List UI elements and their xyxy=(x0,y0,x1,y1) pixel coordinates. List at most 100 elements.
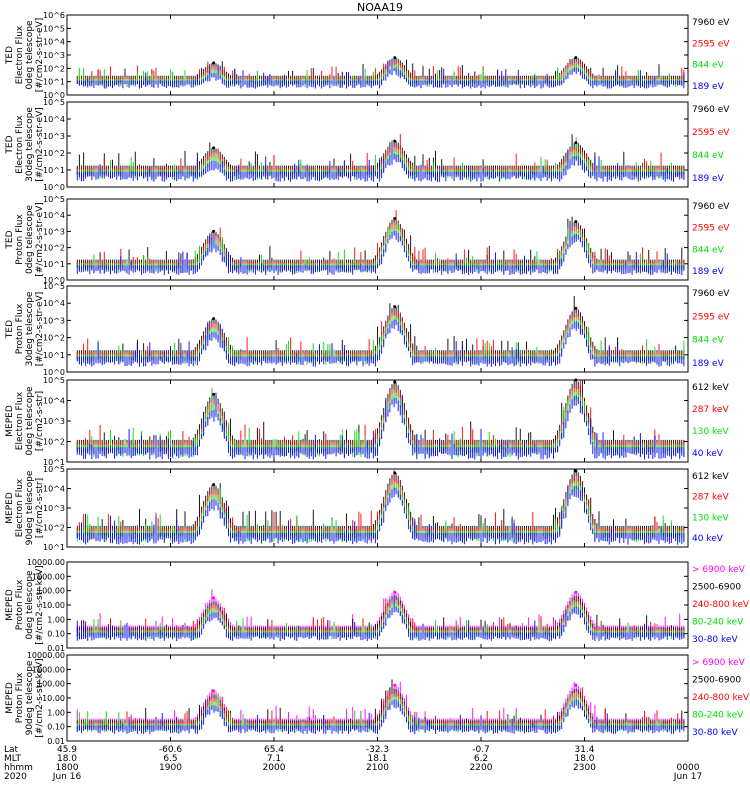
peak-point xyxy=(212,229,216,233)
y-tick-label: 10^0 xyxy=(43,276,65,285)
y-axis-label-line: [#/cm2-s-str] xyxy=(35,391,45,451)
y-tick-label: 10.00 xyxy=(42,694,65,703)
series-trace xyxy=(76,595,685,642)
x-tick-label: 45.9 xyxy=(57,745,77,755)
y-axis-label-line: 30deg telescope xyxy=(25,107,35,182)
y-axis-label: TEDProton Flux30deg telescope[#/cm2-s-st… xyxy=(5,291,45,366)
x-row-label: MLT xyxy=(4,754,22,764)
y-axis-label: MEPEDProton Flux0deg telescope[#/cm2-s-s… xyxy=(5,565,45,644)
series-trace xyxy=(76,319,685,367)
x-tick-label: -60.6 xyxy=(159,745,183,755)
y-tick-label: 100.00 xyxy=(37,680,65,689)
legend-entry: 30-80 keV xyxy=(692,728,738,738)
legend-entry: > 6900 keV xyxy=(692,658,746,668)
y-tick-label: 10^3 xyxy=(43,227,65,236)
y-axis-label-line: Electron Flux xyxy=(15,115,25,174)
x-row-label: hhmm xyxy=(4,763,33,773)
y-axis-label-line: 90deg telescope xyxy=(25,470,35,545)
peak-point xyxy=(212,317,216,321)
y-axis-label-line: 0deg telescope xyxy=(25,386,35,456)
x-tick-label: Jun 16 xyxy=(52,772,82,782)
peak-point xyxy=(574,590,578,594)
y-axis-label-line: TED xyxy=(5,320,15,339)
y-axis-label-line: MEPED xyxy=(5,405,15,437)
y-tick-label: 10^3 xyxy=(43,417,65,426)
x-tick-label: 31.4 xyxy=(574,745,594,755)
legend-entry: 2500-6900 xyxy=(692,583,741,593)
legend-entry: 844 eV xyxy=(692,61,725,71)
legend-entry: 7960 eV xyxy=(692,289,730,299)
panel-7: 0.010.101.0010.00100.001000.0010000.00ME… xyxy=(5,558,750,653)
legend-entry: 2595 eV xyxy=(692,128,730,138)
peak-point xyxy=(393,305,397,309)
peak-point xyxy=(212,146,216,150)
x-tick-label: 2100 xyxy=(366,763,389,773)
y-axis-label-line: TED xyxy=(5,230,15,249)
legend-entry: 612 keV xyxy=(692,383,729,393)
x-tick-label: 2200 xyxy=(470,763,493,773)
y-tick-label: 10^4 xyxy=(43,115,65,124)
y-tick-label: 10^1 xyxy=(43,78,65,87)
y-tick-label: 1.00 xyxy=(47,708,65,717)
series-trace xyxy=(76,392,685,460)
y-tick-label: 10^3 xyxy=(43,51,65,60)
legend-entry: 2595 eV xyxy=(692,39,730,49)
peak-point xyxy=(574,141,578,145)
y-tick-label: 10^5 xyxy=(43,376,65,385)
legend-entry: 2500-6900 xyxy=(692,676,741,686)
y-tick-label: 10^2 xyxy=(43,244,65,253)
y-tick-label: 10^2 xyxy=(43,64,65,73)
y-tick-label: 100.00 xyxy=(37,587,65,596)
x-tick-label: 18.0 xyxy=(574,754,594,764)
legend-entry: 240-800 keV xyxy=(692,600,750,610)
series-trace xyxy=(76,59,685,89)
legend-entry: 2595 eV xyxy=(692,312,730,322)
y-tick-label: 10^6 xyxy=(43,11,65,20)
y-tick-label: 10^5 xyxy=(43,195,65,204)
peak-point xyxy=(212,61,216,65)
legend-entry: 80-240 keV xyxy=(692,711,744,721)
y-tick-label: 10^1 xyxy=(43,543,65,552)
x-tick-label: 1900 xyxy=(159,763,182,773)
y-axis-label-line: [#/cm2-s-str-eV] xyxy=(35,292,45,367)
x-tick-label: 18.1 xyxy=(367,754,387,764)
series-trace xyxy=(76,485,685,545)
y-tick-label: 0.01 xyxy=(47,737,65,746)
y-tick-label: 1000.00 xyxy=(32,665,65,674)
y-axis-label-line: TED xyxy=(5,135,15,154)
peak-point xyxy=(574,56,578,60)
legend-entry: 2595 eV xyxy=(692,224,730,234)
y-tick-label: 1000.00 xyxy=(32,572,65,581)
legend-entry: > 6900 keV xyxy=(692,565,746,575)
series-trace xyxy=(76,225,685,276)
y-axis-label-line: Electron Flux xyxy=(15,391,25,450)
y-axis-label: TEDElectron Flux0deg telescope[#/cm2-s-s… xyxy=(5,18,45,93)
peak-point xyxy=(393,380,397,384)
y-tick-label: 10^4 xyxy=(43,397,65,406)
y-axis-label-line: [#/cm2-s-str-keV] xyxy=(35,658,45,737)
peak-point xyxy=(574,220,578,224)
y-axis-label-line: 0deg telescope xyxy=(25,570,35,640)
y-tick-label: 10^2 xyxy=(43,524,65,533)
peak-point xyxy=(393,683,397,687)
y-axis-label: MEPEDElectron Flux0deg telescope[#/cm2-s… xyxy=(5,386,45,456)
y-tick-label: 0.01 xyxy=(47,644,65,653)
y-axis-label-line: Proton Flux xyxy=(15,214,25,265)
x-row-label: 2020 xyxy=(4,772,27,782)
y-axis-label-line: 0deg telescope xyxy=(25,205,35,275)
x-tick-label: 1800 xyxy=(56,763,79,773)
legend-entry: 7960 eV xyxy=(692,18,730,28)
y-tick-label: 10^1 xyxy=(43,260,65,269)
y-tick-label: 10^1 xyxy=(43,166,65,175)
y-axis-label-line: Proton Flux xyxy=(15,672,25,723)
x-tick-label: 65.4 xyxy=(264,745,284,755)
y-axis-label-line: MEPED xyxy=(5,492,15,524)
peak-point xyxy=(212,483,216,487)
peak-point xyxy=(574,306,578,310)
y-tick-label: 10^5 xyxy=(43,24,65,33)
y-axis-label: MEPEDProton Flux90deg telescope[#/cm2-s-… xyxy=(5,658,45,737)
